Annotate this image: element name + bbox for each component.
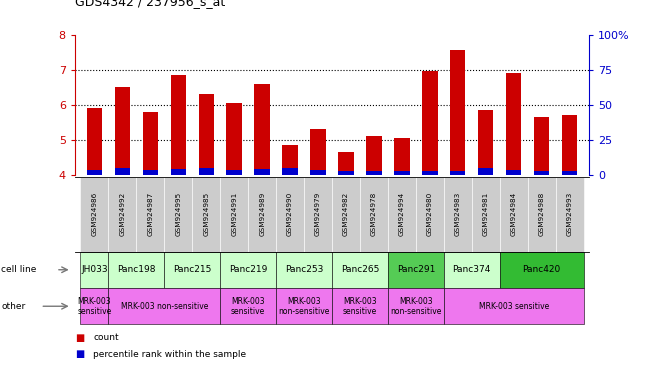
Bar: [478, 169, 493, 175]
Text: GSM924994: GSM924994: [399, 192, 405, 236]
Text: GSM924979: GSM924979: [315, 192, 321, 236]
Bar: [115, 169, 130, 175]
Text: GSM924982: GSM924982: [343, 192, 349, 236]
Bar: [367, 171, 381, 175]
Bar: [171, 75, 186, 175]
Text: Panc198: Panc198: [117, 265, 156, 274]
Text: GSM924990: GSM924990: [287, 192, 293, 236]
Text: GSM924980: GSM924980: [427, 192, 433, 236]
Text: JH033: JH033: [81, 265, 108, 274]
Bar: [395, 138, 409, 175]
Bar: [450, 170, 465, 175]
Bar: [506, 170, 521, 175]
Text: GDS4342 / 237956_s_at: GDS4342 / 237956_s_at: [75, 0, 225, 8]
Text: Panc420: Panc420: [523, 265, 561, 274]
Bar: [422, 71, 437, 175]
Text: MRK-003
sensitive: MRK-003 sensitive: [231, 296, 266, 316]
Bar: [171, 169, 186, 175]
Text: GSM924986: GSM924986: [91, 192, 98, 236]
Bar: [87, 170, 102, 175]
Text: GSM924985: GSM924985: [203, 192, 209, 236]
Bar: [227, 170, 242, 175]
Text: MRK-003 sensitive: MRK-003 sensitive: [478, 302, 549, 311]
Bar: [339, 152, 353, 175]
Bar: [87, 108, 102, 175]
Text: MRK-003
sensitive: MRK-003 sensitive: [77, 296, 111, 316]
Bar: [339, 171, 353, 175]
Bar: [199, 169, 214, 175]
Text: Panc265: Panc265: [340, 265, 379, 274]
Text: GSM924983: GSM924983: [455, 192, 461, 236]
Bar: [562, 115, 577, 175]
Text: GSM924989: GSM924989: [259, 192, 265, 236]
Bar: [255, 84, 270, 175]
Text: GSM924978: GSM924978: [371, 192, 377, 236]
Bar: [255, 169, 270, 175]
Text: GSM924988: GSM924988: [538, 192, 545, 236]
Bar: [227, 103, 242, 175]
Bar: [506, 73, 521, 175]
Bar: [199, 94, 214, 175]
Text: Panc215: Panc215: [173, 265, 212, 274]
Bar: [283, 169, 298, 175]
Text: count: count: [93, 333, 118, 343]
Text: percentile rank within the sample: percentile rank within the sample: [93, 350, 246, 359]
Text: MRK-003
sensitive: MRK-003 sensitive: [343, 296, 377, 316]
Bar: [115, 87, 130, 175]
Bar: [450, 50, 465, 175]
Text: GSM924995: GSM924995: [175, 192, 181, 236]
Text: Panc219: Panc219: [229, 265, 268, 274]
Bar: [534, 117, 549, 175]
Text: GSM924984: GSM924984: [510, 192, 517, 236]
Text: Panc291: Panc291: [396, 265, 435, 274]
Bar: [478, 110, 493, 175]
Text: GSM924991: GSM924991: [231, 192, 237, 236]
Text: Panc374: Panc374: [452, 265, 491, 274]
Text: ■: ■: [75, 333, 84, 343]
Text: GSM924981: GSM924981: [483, 192, 489, 236]
Bar: [395, 170, 409, 175]
Text: GSM924993: GSM924993: [566, 192, 573, 236]
Text: cell line: cell line: [1, 265, 36, 274]
Text: ■: ■: [75, 349, 84, 359]
Bar: [562, 171, 577, 175]
Text: other: other: [1, 302, 25, 311]
Bar: [143, 170, 158, 175]
Text: MRK-003
non-sensitive: MRK-003 non-sensitive: [279, 296, 330, 316]
Text: GSM924987: GSM924987: [147, 192, 154, 236]
Text: Panc253: Panc253: [285, 265, 324, 274]
Text: MRK-003 non-sensitive: MRK-003 non-sensitive: [120, 302, 208, 311]
Bar: [534, 171, 549, 175]
Bar: [311, 129, 326, 175]
Bar: [367, 136, 381, 175]
Bar: [143, 112, 158, 175]
Text: MRK-003
non-sensitive: MRK-003 non-sensitive: [390, 296, 441, 316]
Bar: [422, 170, 437, 175]
Text: GSM924992: GSM924992: [119, 192, 126, 236]
Bar: [283, 145, 298, 175]
Bar: [311, 170, 326, 175]
